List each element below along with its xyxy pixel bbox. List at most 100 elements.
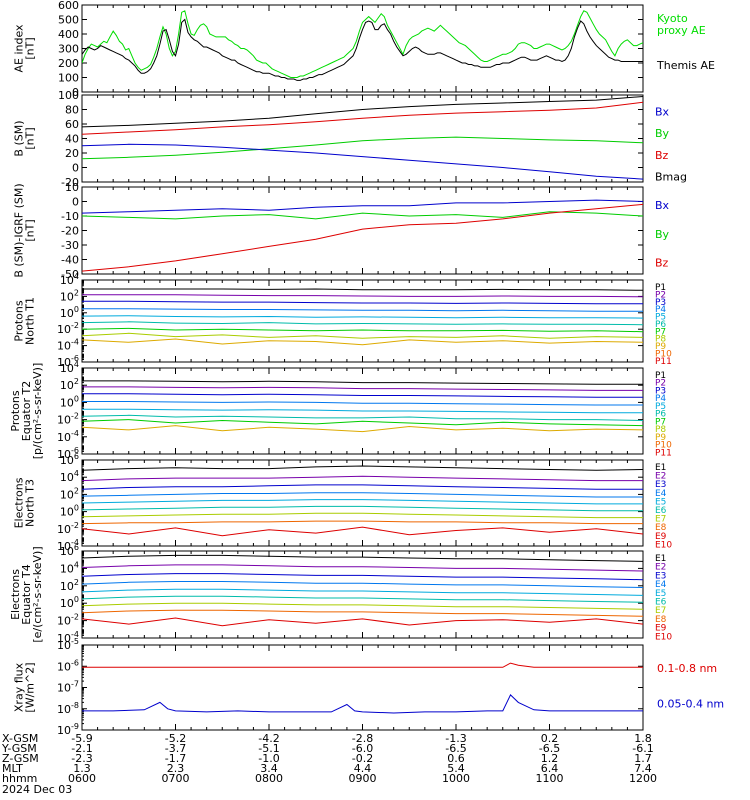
- series-line: [82, 694, 643, 714]
- series-line: [82, 414, 643, 421]
- legend-entry: P1: [655, 283, 666, 293]
- y-tick-label: 10-2: [57, 412, 79, 427]
- series-line: [82, 526, 643, 537]
- y-tick-label: 100: [60, 305, 79, 320]
- y-tick-label: 600: [58, 0, 79, 12]
- legend-entry: E7: [655, 515, 666, 525]
- y-tick-label: 10-6: [57, 658, 79, 673]
- y-axis-label: AE index: [13, 24, 26, 73]
- ephemeris-value: -6.1: [632, 742, 653, 755]
- series-line: [82, 300, 643, 305]
- y-axis-label: Xray flux: [13, 662, 26, 712]
- series-line: [82, 609, 643, 617]
- y-axis-label: Equator T4: [20, 564, 33, 624]
- legend-entry: P5: [655, 313, 666, 323]
- y-tick-label: 10-2: [57, 613, 79, 628]
- series-line: [82, 10, 643, 78]
- series-line: [82, 564, 643, 572]
- series-line: [82, 294, 643, 298]
- legend-entry: P3: [655, 298, 666, 308]
- series-line: [82, 143, 643, 180]
- ephemeris-row-label: Y-GSM: [1, 742, 37, 755]
- legend-entry: P5: [655, 402, 666, 412]
- y-tick-label: 100: [60, 504, 79, 519]
- y-axis-label: North T1: [24, 297, 37, 345]
- ephemeris-value: 1.3: [73, 762, 91, 775]
- series-line: [82, 401, 643, 406]
- ephemeris-value: -5.2: [165, 732, 186, 745]
- legend-entry: Themis AE: [656, 59, 715, 72]
- y-tick-label: 106: [60, 452, 79, 467]
- ephemeris-row-label: X-GSM: [2, 732, 38, 745]
- series-line: [82, 573, 643, 581]
- y-tick-label: 500: [58, 14, 79, 27]
- ephemeris-value: -1.3: [445, 732, 466, 745]
- ephemeris-row-label: MLT: [2, 762, 23, 775]
- series-line: [82, 419, 643, 427]
- y-tick-label: 60: [65, 118, 79, 131]
- ephemeris-value: -5.1: [258, 742, 279, 755]
- y-tick-label: 80: [65, 104, 79, 117]
- ephemeris-value: 2.3: [167, 762, 185, 775]
- y-tick-label: 10: [65, 181, 79, 194]
- y-tick-label: -30: [61, 239, 79, 252]
- panel-frame: [81, 94, 644, 183]
- series-line: [82, 308, 643, 312]
- legend-entry: E6: [655, 506, 667, 516]
- y-tick-label: 10-4: [57, 630, 79, 645]
- y-axis-label: Equator T2: [20, 381, 33, 441]
- legend-entry: P1: [655, 371, 666, 381]
- series-line: [82, 554, 643, 562]
- y-axis-label: [e/(cm²-s-sr-keV)]: [31, 546, 44, 642]
- series-line: [82, 380, 643, 385]
- panel-frame: [81, 550, 644, 639]
- legend-entry: Kyoto: [657, 12, 688, 25]
- y-axis-label: B (SM): [13, 120, 26, 156]
- y-tick-label: 104: [60, 272, 79, 287]
- series-line: [82, 338, 643, 346]
- ephemeris-value: 7.4: [634, 762, 652, 775]
- date-label: 2024 Dec 03: [2, 783, 72, 796]
- ephemeris-row-label: Z-GSM: [2, 752, 39, 765]
- ephemeris-value: -2.1: [71, 742, 92, 755]
- ephemeris-value: 0600: [68, 772, 96, 785]
- series-line: [82, 595, 643, 603]
- y-tick-label: 102: [60, 486, 79, 501]
- ephemeris-value: 1000: [442, 772, 470, 785]
- legend-entry: E1: [655, 554, 666, 564]
- ephemeris-value: -0.2: [352, 752, 373, 765]
- y-tick-label: 10-9: [57, 722, 79, 737]
- y-tick-label: 0: [72, 86, 79, 99]
- y-tick-label: 102: [60, 578, 79, 593]
- series-line: [82, 484, 643, 490]
- ephemeris-value: 0900: [349, 772, 377, 785]
- y-tick-label: -20: [61, 176, 79, 189]
- y-axis-label: B (SM)-IGRF (SM): [13, 183, 26, 277]
- y-axis-label: [nT]: [24, 219, 37, 241]
- legend-entry: Bmag: [655, 171, 687, 184]
- series-line: [82, 602, 643, 610]
- ephemeris-value: -3.7: [165, 742, 186, 755]
- series-line: [82, 101, 643, 135]
- ephemeris-value: 6.4: [541, 762, 559, 775]
- legend-entry: 0.1-0.8 nm: [657, 662, 717, 675]
- panel-frame: [81, 186, 644, 275]
- series-line: [82, 332, 643, 339]
- y-tick-label: 100: [58, 72, 79, 85]
- legend-entry: By: [655, 228, 670, 241]
- y-tick-label: 0: [72, 162, 79, 175]
- legend-entry: P8: [655, 335, 666, 345]
- ephemeris-value: 1.7: [634, 752, 652, 765]
- ephemeris-value: -6.5: [539, 742, 560, 755]
- y-tick-label: -50: [61, 268, 79, 281]
- ephemeris-value: 4.4: [354, 762, 372, 775]
- y-axis-label: North T3: [24, 479, 37, 527]
- y-tick-label: 10-6: [57, 354, 79, 369]
- legend-entry: P7: [655, 327, 666, 337]
- y-tick-label: 10-4: [57, 429, 79, 444]
- legend-entry: P11: [655, 448, 672, 458]
- y-tick-label: 10-2: [57, 521, 79, 536]
- ephemeris-value: 0800: [255, 772, 283, 785]
- y-tick-label: 106: [60, 543, 79, 558]
